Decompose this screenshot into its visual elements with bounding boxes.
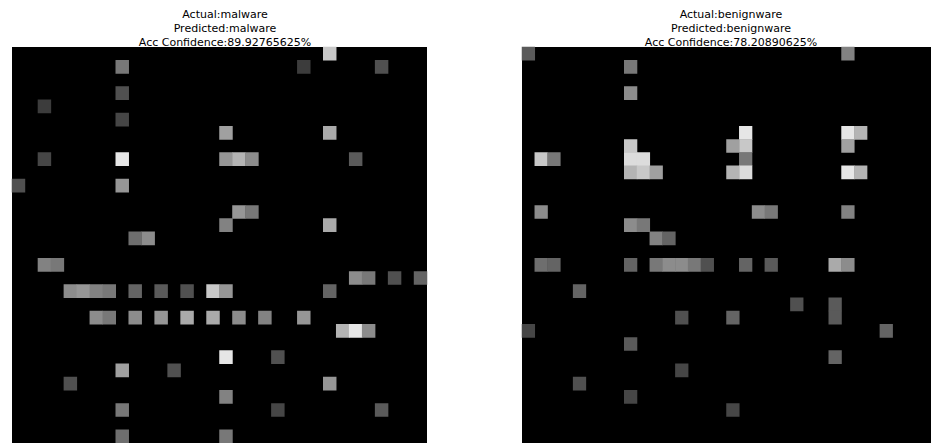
svg-text:Predicted:malware: Predicted:malware <box>174 22 277 35</box>
svg-text:Actual:malware: Actual:malware <box>182 8 268 21</box>
svg-text:Actual:benignware: Actual:benignware <box>680 8 783 21</box>
svg-text:Predicted:benignware: Predicted:benignware <box>671 22 791 35</box>
svg-text:Acc Confidence:89.92765625%: Acc Confidence:89.92765625% <box>139 36 311 49</box>
svg-text:Acc Confidence:78.20890625%: Acc Confidence:78.20890625% <box>645 36 817 49</box>
